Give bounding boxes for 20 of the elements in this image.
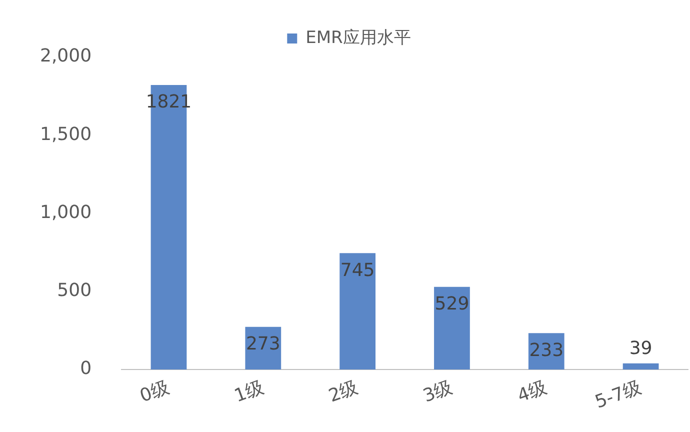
y-tick-label: 1,000: [40, 202, 92, 223]
y-tick-label: 1,500: [40, 124, 92, 145]
y-tick-label: 0: [80, 358, 92, 380]
legend-label: EMR应用水平: [306, 28, 411, 48]
y-tick-label: 2,000: [40, 46, 92, 67]
y-tick-label: 500: [57, 280, 92, 302]
x-tick-label: 1级: [232, 376, 266, 407]
x-tick-label: 3级: [420, 376, 456, 407]
x-tick-label: 5-7级: [592, 376, 644, 413]
bar: [622, 363, 659, 370]
x-tick-label: 0级: [137, 376, 172, 407]
data-label: 39: [629, 338, 652, 360]
bar: [340, 253, 376, 370]
bar: [434, 286, 470, 370]
x-tick-label: 4级: [514, 376, 550, 407]
x-tick-label: 2级: [326, 376, 361, 407]
data-label: 529: [434, 294, 470, 315]
data-label: 233: [529, 340, 564, 361]
data-label: 745: [340, 260, 375, 281]
data-label: 273: [246, 334, 280, 355]
